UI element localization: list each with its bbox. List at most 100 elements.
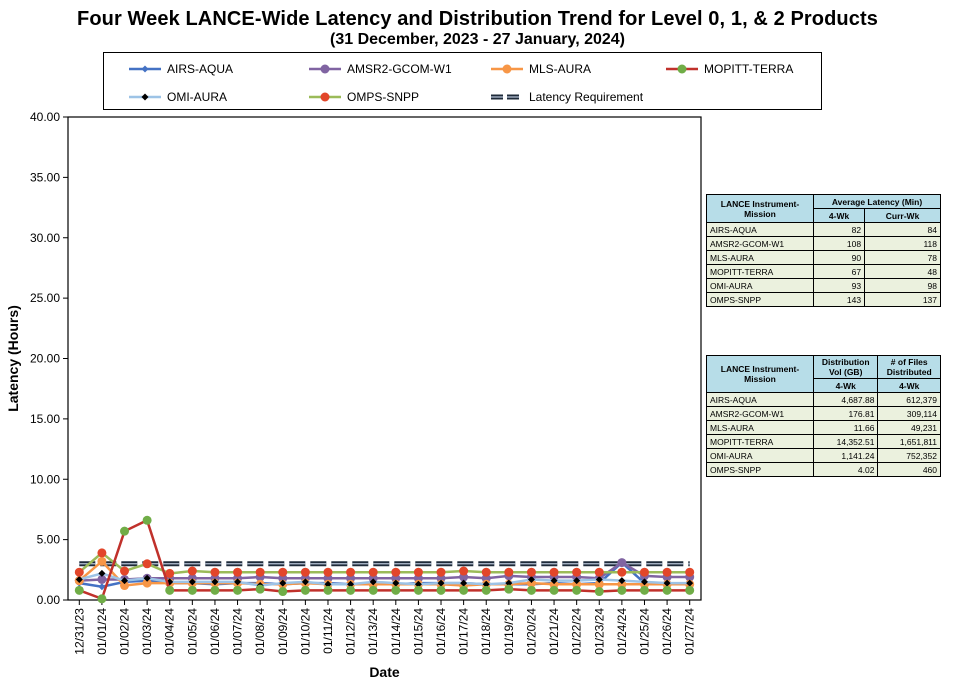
data-point [301,578,309,586]
data-point [97,556,107,566]
data-point [255,584,265,594]
legend-swatch-marker [320,64,330,74]
y-axis-label: Latency (Hours) [5,305,21,412]
latency-table-header-average: Average Latency (Min) [813,194,941,209]
data-point [550,577,558,585]
data-point [526,585,536,595]
legend-swatch [491,94,523,100]
distribution-volume-value: 14,352.51 [812,434,879,449]
data-point [572,567,582,577]
files-distributed-value: 612,379 [877,392,941,407]
x-tick-label: 01/09/24 [276,608,290,655]
legend-swatch-marker [141,93,149,101]
chart-legend: AIRS-AQUA AMSR2-GCOM-W1 MLS-AURA MOPITT-TER… [103,52,822,110]
data-point [594,567,604,577]
latency-4wk-value: 108 [812,236,866,251]
table-row: OMPS-SNPP 4.02 460 [706,462,941,477]
series-line [78,572,690,587]
data-point [98,583,106,591]
table-row: AIRS-AQUA 4,687.88 612,379 [706,392,941,407]
instrument-name: MOPITT-TERRA [706,434,814,449]
data-point [573,577,581,585]
dist-table-header-vol-4wk: 4-Wk [812,378,879,393]
x-tick-label: 01/24/24 [615,608,629,655]
latency-4wk-value: 93 [812,278,866,293]
instrument-name: AIRS-AQUA [706,392,814,407]
x-tick-label: 01/23/24 [592,608,606,655]
y-tick-label: 10.00 [30,472,60,486]
data-point [617,558,627,568]
data-point [121,577,129,585]
data-point [278,567,288,577]
data-point [549,567,559,577]
data-point [234,578,242,586]
legend-swatch [666,64,698,74]
data-point [482,580,490,588]
x-tick-label: 01/16/24 [434,608,448,655]
files-distributed-value: 752,352 [877,448,941,463]
data-point [391,567,401,577]
latency-currwk-value: 98 [864,278,941,293]
latency-table-header-instrument: LANCE Instrument-Mission [706,194,814,223]
data-point [686,579,694,587]
instrument-name: OMI-AURA [706,278,814,293]
y-tick-label: 40.00 [30,110,60,124]
data-point [187,585,197,595]
data-point [549,585,559,595]
files-distributed-value: 309,114 [877,406,941,421]
data-point [142,515,152,525]
instrument-name: OMPS-SNPP [706,462,814,477]
data-point [505,579,513,587]
data-point [323,585,333,595]
data-point [459,566,469,576]
dist-table-header-files-4wk: 4-Wk [877,378,941,393]
series-omi-aura [75,569,694,590]
dist-table-header-instrument: LANCE Instrument-Mission [706,355,814,393]
data-point [504,584,514,594]
x-tick-label: 01/08/24 [253,608,267,655]
x-tick-label: 01/11/24 [321,608,335,654]
series-line [79,561,690,582]
data-point [437,579,445,587]
data-point [594,587,604,597]
data-point [459,585,469,595]
x-tick-label: 01/21/24 [547,608,561,655]
series-omps-snpp [74,548,695,578]
x-tick-label: 01/27/24 [683,608,697,655]
legend-swatch [491,64,523,74]
legend-swatch-marker [502,64,512,74]
data-point [211,578,219,586]
data-point [233,585,243,595]
data-point [143,574,151,582]
latency-currwk-value: 137 [864,292,941,307]
x-tick-label: 01/18/24 [479,608,493,655]
data-point [278,587,288,597]
data-point [74,585,84,595]
data-point [663,579,671,587]
latency-currwk-value: 48 [864,264,941,279]
data-point [685,567,695,577]
x-tick-label: 01/02/24 [118,608,132,655]
data-point [392,579,400,587]
y-tick-label: 35.00 [30,170,60,184]
data-point [618,577,626,585]
data-point [97,574,107,584]
instrument-name: AMSR2-GCOM-W1 [706,236,814,251]
data-point [617,567,627,577]
data-point [165,585,175,595]
x-tick-label: 01/22/24 [570,608,584,655]
distribution-volume-value: 11.66 [812,420,879,435]
legend-swatch [129,65,161,73]
data-point [188,578,196,586]
table-row: MOPITT-TERRA 14,352.51 1,651,811 [706,434,941,449]
data-point [120,581,130,591]
x-tick-label: 01/14/24 [389,608,403,655]
y-tick-label: 30.00 [30,231,60,245]
data-point [572,585,582,595]
series-mopitt-terra [74,515,695,604]
data-point [526,567,536,577]
data-point [233,567,243,577]
x-tick-label: 01/03/24 [140,608,154,655]
instrument-name: MLS-AURA [706,250,814,265]
